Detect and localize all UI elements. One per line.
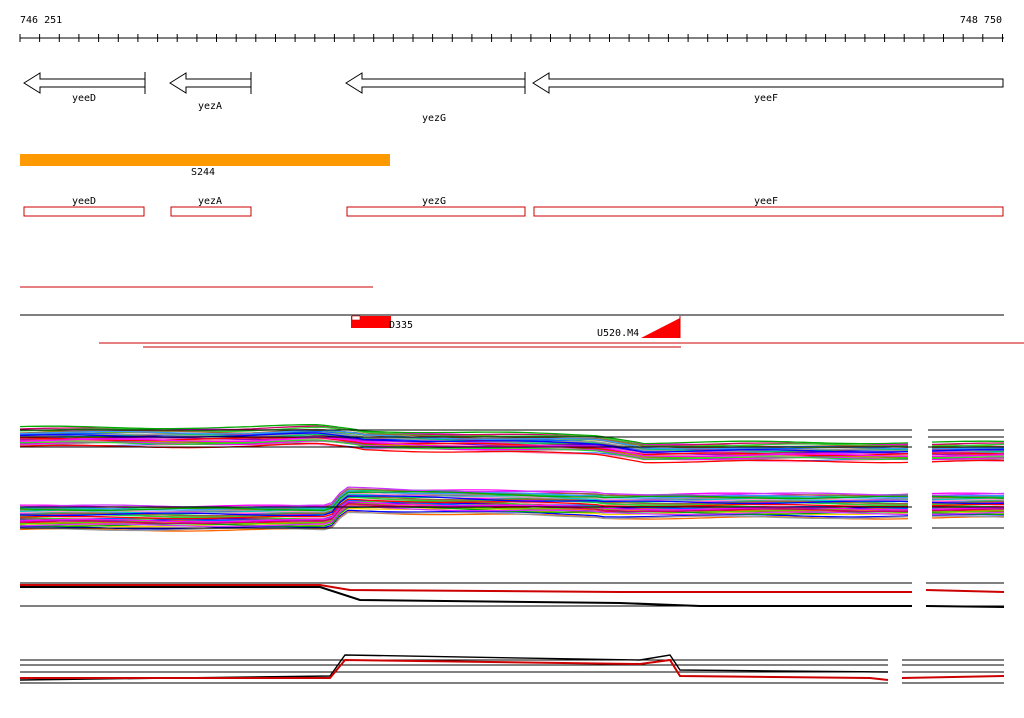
expression-track-3 [20,582,1005,608]
profile-line [931,442,1004,446]
feature-ramp-u520[interactable] [641,318,680,338]
profile-line [19,498,909,520]
profile-line [931,515,1005,518]
segment-track: S244 [20,154,390,178]
profile-line [925,605,1005,608]
gene-box-label: yezA [198,196,222,207]
profile-line [19,501,908,523]
profile-line [931,495,1005,499]
profile-line [901,675,1005,679]
profile-line [931,506,1005,511]
gene-arrow-label: yeeD [72,93,96,104]
profile-line [19,506,909,527]
profile-line [931,511,1005,515]
feature-track: D335 U520.M4 [20,286,1024,348]
gene-box[interactable] [170,206,252,217]
profile-line [20,658,889,681]
expression-track-2 [19,486,1005,532]
ruler-ticks [19,34,1003,42]
profile-line [931,508,1005,512]
profile-line [931,459,1004,463]
profile-line [20,511,909,532]
gene-box-track: yeeD yezA yezG yeeF [23,196,1004,217]
gene-arrow-label: yeeF [754,93,778,104]
profile-line [20,584,912,593]
gene-box[interactable] [23,206,145,217]
profile-line [19,424,909,445]
feature-label-d335: D335 [389,320,413,331]
profile-line [931,456,1005,461]
segment-bar[interactable] [20,154,390,166]
profile-line [931,449,1004,452]
profile-line [19,494,908,517]
profile-line [20,586,912,607]
gene-arrow-yeeF[interactable]: yeeF [532,72,1004,104]
feature-block-notch [351,315,361,321]
profile-line [19,495,909,517]
coord-start-label: 746 251 [20,15,62,26]
gene-arrow-yezA[interactable]: yezA [169,72,252,112]
gene-arrow-yeeD[interactable]: yeeD [23,72,146,104]
expression-track-4 [19,654,1005,684]
profile-line [931,443,1005,447]
profile-line [932,453,1005,458]
profile-line [931,510,1005,513]
gene-box-label: yeeD [72,196,96,207]
profile-line [19,654,889,681]
feature-label-u520: U520.M4 [597,328,639,339]
profile-line [19,492,909,514]
gene-arrow-yezG[interactable]: yezG [345,72,526,124]
profile-line [19,491,908,512]
profile-line [931,452,1005,455]
profile-line [19,486,909,509]
coordinate-ruler: 746 251 748 750 [19,15,1004,42]
gene-arrow-label: yezG [422,113,446,124]
profile-line [19,505,909,528]
profile-line [931,440,1005,443]
profile-line [931,492,1005,496]
coord-end-label: 748 750 [960,15,1002,26]
profile-line [931,498,1005,502]
profile-line [931,456,1004,459]
feature-block-d335[interactable] [351,316,391,328]
profile-line [931,501,1005,505]
gene-box-label: yeeF [754,196,778,207]
gene-box[interactable] [533,206,1004,217]
segment-label: S244 [191,167,215,178]
profile-line [19,439,909,460]
profile-line [931,503,1004,507]
gene-box-label: yezG [422,196,446,207]
gene-arrow-track: yeeD yezA yezG yeeF [23,72,1004,124]
gene-arrow-label: yezA [198,101,222,112]
expression-track-1 [19,424,1005,464]
gene-box[interactable] [346,206,526,217]
profile-line [925,589,1005,593]
